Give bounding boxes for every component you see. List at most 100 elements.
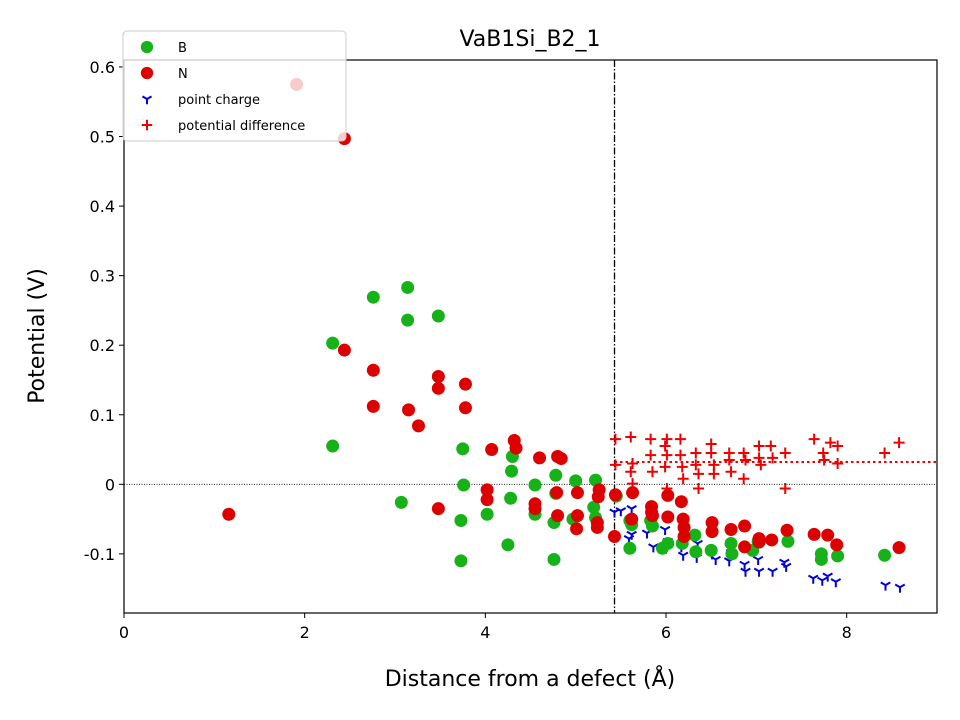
data-point-n bbox=[366, 399, 380, 413]
series-n bbox=[222, 77, 906, 555]
data-point-n bbox=[570, 522, 584, 536]
data-point-potential-difference bbox=[705, 447, 717, 459]
x-tick-label: 2 bbox=[300, 623, 310, 642]
data-point-n bbox=[458, 401, 472, 415]
data-point-b bbox=[814, 552, 828, 566]
data-point-potential-difference bbox=[661, 433, 673, 445]
legend-marker-point-charge bbox=[141, 95, 153, 105]
data-point-potential-difference bbox=[832, 440, 844, 452]
data-point-n bbox=[677, 529, 691, 543]
data-point-potential-difference bbox=[646, 466, 658, 478]
data-point-b bbox=[326, 439, 340, 453]
data-point-b bbox=[569, 474, 583, 488]
data-point-point-charge bbox=[830, 578, 842, 588]
data-point-potential-difference bbox=[708, 468, 720, 480]
data-point-point-charge bbox=[740, 567, 751, 577]
data-point-potential-difference bbox=[625, 431, 637, 443]
plot-area: 0 2 4 6 8 -0.1 0 0.1 0.2 0.3 0.4 0.5 0.6 bbox=[84, 58, 938, 642]
data-point-n bbox=[480, 493, 494, 507]
data-point-point-charge bbox=[807, 574, 819, 584]
data-point-n bbox=[677, 520, 691, 534]
data-point-b bbox=[454, 554, 468, 568]
data-point-n bbox=[661, 488, 675, 502]
data-point-potential-difference bbox=[879, 447, 891, 459]
data-point-n bbox=[366, 363, 380, 377]
y-tick-label: 0.5 bbox=[90, 128, 115, 147]
series-potential-difference bbox=[609, 431, 905, 494]
data-point-potential-difference bbox=[659, 440, 671, 452]
data-point-point-charge bbox=[753, 567, 765, 577]
data-point-b bbox=[504, 491, 518, 505]
data-point-n bbox=[551, 509, 565, 523]
data-point-potential-difference bbox=[767, 452, 779, 464]
data-point-b bbox=[326, 336, 340, 350]
data-point-n bbox=[590, 520, 604, 534]
data-point-potential-difference bbox=[832, 457, 844, 469]
x-tick-label: 0 bbox=[119, 623, 129, 642]
data-point-b bbox=[704, 543, 718, 557]
data-point-n bbox=[533, 451, 547, 465]
data-point-point-charge bbox=[677, 551, 689, 561]
legend-box bbox=[122, 30, 347, 142]
data-point-point-charge bbox=[780, 562, 792, 572]
data-point-potential-difference bbox=[659, 461, 671, 473]
data-point-n bbox=[645, 509, 659, 523]
y-tick-label: 0 bbox=[105, 475, 115, 494]
data-point-n bbox=[626, 486, 640, 500]
legend-marker-n bbox=[140, 66, 154, 80]
data-point-n bbox=[821, 528, 835, 542]
data-point-b bbox=[645, 519, 659, 533]
data-point-b bbox=[725, 547, 739, 561]
data-point-n bbox=[752, 535, 766, 549]
data-point-potential-difference bbox=[693, 482, 705, 494]
data-point-potential-difference bbox=[609, 433, 621, 445]
data-point-n bbox=[485, 443, 499, 457]
data-point-point-charge bbox=[752, 555, 764, 565]
data-point-potential-difference bbox=[738, 473, 750, 485]
data-point-potential-difference bbox=[625, 466, 637, 478]
data-point-b bbox=[431, 309, 445, 323]
data-point-potential-difference bbox=[738, 447, 750, 459]
data-point-b bbox=[549, 468, 563, 482]
data-point-n bbox=[431, 502, 445, 516]
data-point-n bbox=[738, 519, 752, 533]
data-point-potential-difference bbox=[818, 454, 830, 466]
data-point-n bbox=[892, 541, 906, 555]
data-point-potential-difference bbox=[690, 459, 702, 471]
legend-marker-b bbox=[140, 40, 154, 54]
data-point-n bbox=[780, 523, 794, 537]
data-point-potential-difference bbox=[753, 452, 765, 464]
data-point-n bbox=[592, 483, 606, 497]
legend-marker-potential-difference bbox=[141, 119, 153, 131]
data-point-n bbox=[807, 527, 821, 541]
data-point-potential-difference bbox=[765, 440, 777, 452]
data-point-point-charge bbox=[626, 530, 637, 540]
data-point-potential-difference bbox=[674, 449, 686, 461]
data-point-b bbox=[394, 495, 408, 509]
data-point-n bbox=[661, 510, 675, 524]
data-point-potential-difference bbox=[677, 473, 689, 485]
data-point-point-charge bbox=[816, 576, 828, 586]
data-point-b bbox=[366, 290, 380, 304]
data-point-potential-difference bbox=[609, 459, 621, 471]
data-point-n bbox=[608, 488, 622, 502]
data-point-b bbox=[480, 507, 494, 521]
data-point-n bbox=[705, 516, 719, 530]
data-point-b bbox=[454, 513, 468, 527]
y-tick-label: 0.3 bbox=[90, 267, 115, 286]
data-point-n bbox=[222, 507, 236, 521]
data-point-n bbox=[550, 486, 564, 500]
y-axis-label: Potential (V) bbox=[25, 268, 50, 404]
data-point-b bbox=[623, 541, 637, 555]
data-point-n bbox=[625, 512, 639, 526]
data-point-b bbox=[501, 538, 515, 552]
data-point-b bbox=[528, 478, 542, 492]
data-point-point-charge bbox=[822, 572, 833, 582]
data-point-point-charge bbox=[710, 555, 721, 565]
data-point-b bbox=[457, 478, 471, 492]
data-point-n bbox=[337, 343, 351, 357]
legend-label-point-charge: point charge bbox=[178, 93, 260, 108]
data-point-potential-difference bbox=[723, 454, 735, 466]
